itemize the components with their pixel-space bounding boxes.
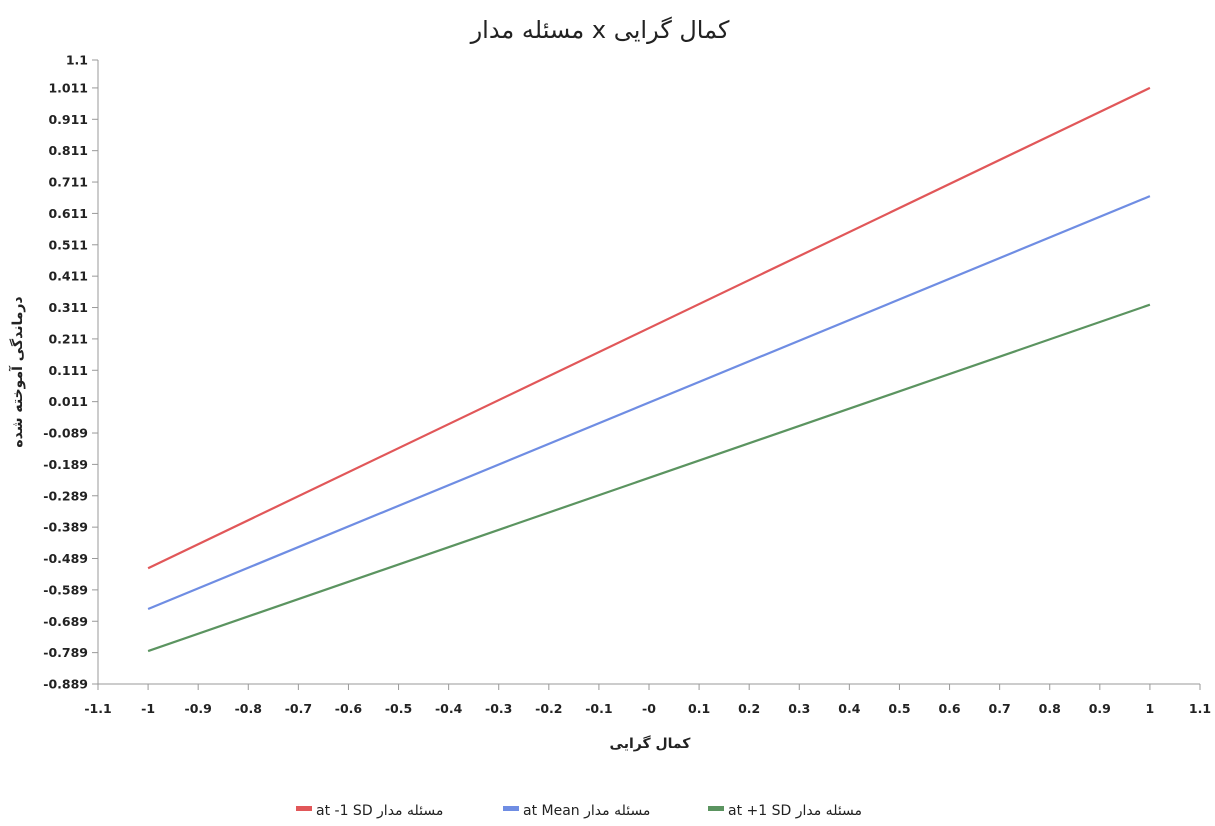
x-tick-label: 0.8	[1039, 701, 1061, 716]
series-line-2	[147, 303, 1151, 653]
x-tick-label: -1.1	[84, 701, 111, 716]
x-tick-label: -0.3	[485, 701, 512, 716]
x-tick-label: 0.7	[989, 701, 1011, 716]
x-tick-label: -0.1	[585, 701, 612, 716]
y-tick-label: 0.711	[48, 175, 88, 190]
legend-label: at Mean مسئله مدار	[523, 803, 650, 819]
x-tick-label: -0.6	[335, 701, 363, 716]
legend: at -1 SD مسئله مدار at Mean مسئله مدار at …	[296, 803, 862, 819]
y-tick-label: -0.689	[43, 614, 88, 629]
x-axis: -1.1 -1 -0.9 -0.8 -0.7 -0.6 -0.5 -0.4 -0.3 -0.2 -0…	[84, 683, 1211, 716]
x-tick-label: -0	[642, 701, 656, 716]
y-tick-label: 0.311	[48, 300, 88, 315]
y-tick-label: 0.611	[48, 206, 88, 221]
legend-swatch	[296, 806, 312, 811]
chart-title: مسئله مدار x کمال گرایی	[470, 16, 730, 44]
legend-swatch	[708, 806, 724, 811]
y-tick-label: 0.811	[48, 143, 88, 158]
y-axis: 1.1 1.011 0.911 0.811 0.711 0.611 0.511 0.411 0.…	[43, 53, 99, 692]
y-tick-label: -0.089	[43, 426, 88, 441]
x-tick-label: 0.3	[788, 701, 810, 716]
y-tick-label: 1.011	[48, 80, 88, 95]
y-axis-label: درماندگی آموخته شده	[8, 296, 26, 447]
y-tick-label: -0.889	[43, 677, 88, 692]
x-tick-label: 0.4	[838, 701, 860, 716]
y-tick-label: 1.1	[66, 53, 88, 68]
x-tick-label: -0.8	[235, 701, 262, 716]
y-tick-label: -0.589	[43, 582, 88, 597]
y-tick-label: -0.789	[43, 645, 88, 660]
y-tick-label: 0.111	[48, 363, 88, 378]
series-line-0	[147, 86, 1151, 570]
x-tick-label: 1.1	[1189, 701, 1211, 716]
y-tick-label: -0.489	[43, 551, 88, 566]
x-tick-label: 0.2	[738, 701, 760, 716]
series-line-1	[147, 195, 1151, 611]
series-lines	[147, 86, 1151, 653]
y-tick-label: -0.389	[43, 520, 88, 535]
y-tick-label: 0.011	[48, 394, 88, 409]
x-tick-label: -1	[141, 701, 155, 716]
x-axis-label: کمال گرایی	[610, 735, 692, 752]
x-tick-label: 0.6	[938, 701, 960, 716]
y-tick-label: 0.411	[48, 269, 88, 284]
y-tick-label: -0.289	[43, 488, 88, 503]
x-tick-label: -0.2	[535, 701, 562, 716]
y-tick-label: -0.189	[43, 457, 88, 472]
x-tick-label: 0.9	[1089, 701, 1111, 716]
legend-label: at +1 SD مسئله مدار	[728, 803, 862, 819]
x-tick-label: -0.7	[285, 701, 312, 716]
x-tick-label: -0.4	[435, 701, 463, 716]
x-tick-label: 0.1	[688, 701, 710, 716]
y-tick-label: 0.511	[48, 237, 88, 252]
y-tick-label: 0.911	[48, 112, 88, 127]
legend-swatch	[503, 806, 519, 811]
x-tick-label: 0.5	[888, 701, 910, 716]
x-tick-label: -0.5	[385, 701, 412, 716]
x-tick-label: 1	[1146, 701, 1155, 716]
x-tick-label: -0.9	[185, 701, 212, 716]
legend-label: at -1 SD مسئله مدار	[316, 803, 443, 819]
y-tick-label: 0.211	[48, 331, 88, 346]
